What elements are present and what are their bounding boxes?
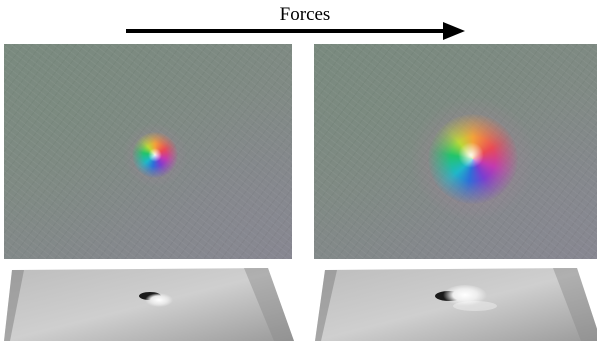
surface-bump [145,293,173,307]
surface-bump [443,285,487,307]
arrow-head [443,22,465,40]
forces-label: Forces [279,4,331,25]
force-color-blob [410,96,536,222]
force-map-high [314,44,597,259]
surface-render-high [315,266,597,342]
force-color-blob [122,122,188,188]
forces-arrow [126,22,465,40]
force-map-low [4,44,292,259]
surface-render-low [4,266,294,342]
